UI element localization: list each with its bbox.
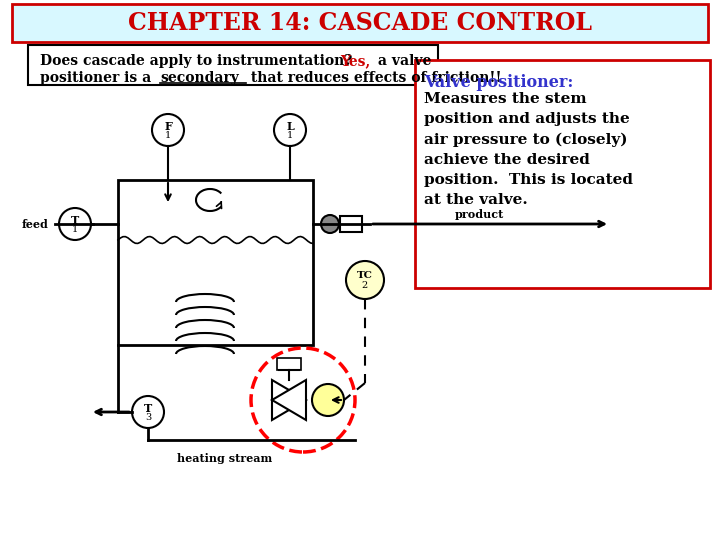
FancyBboxPatch shape	[415, 60, 710, 288]
Text: F: F	[164, 122, 172, 132]
Text: T: T	[71, 215, 79, 226]
FancyBboxPatch shape	[28, 45, 438, 85]
Text: Measures the stem
position and adjusts the
air pressure to (closely)
achieve the: Measures the stem position and adjusts t…	[424, 92, 633, 207]
Circle shape	[274, 114, 306, 146]
Circle shape	[132, 396, 164, 428]
Text: T: T	[144, 403, 152, 415]
Text: a valve: a valve	[373, 54, 431, 68]
Text: heating stream: heating stream	[177, 453, 273, 463]
FancyBboxPatch shape	[12, 4, 708, 42]
Text: product: product	[455, 208, 504, 219]
Text: 3: 3	[145, 414, 151, 422]
Polygon shape	[272, 380, 306, 420]
Text: feed: feed	[22, 219, 49, 230]
Text: CHAPTER 14: CASCADE CONTROL: CHAPTER 14: CASCADE CONTROL	[128, 11, 592, 35]
Text: 1: 1	[287, 132, 293, 140]
Text: that reduces effects of friction!!: that reduces effects of friction!!	[246, 71, 502, 85]
Polygon shape	[272, 380, 306, 420]
Text: Valve positioner:: Valve positioner:	[424, 74, 573, 91]
Text: 1: 1	[72, 226, 78, 234]
Text: positioner is a: positioner is a	[40, 71, 156, 85]
Text: 2: 2	[362, 281, 368, 291]
Text: L: L	[286, 122, 294, 132]
Text: Yes,: Yes,	[340, 54, 370, 68]
Circle shape	[152, 114, 184, 146]
Bar	[277, 358, 301, 370]
Text: TC: TC	[357, 272, 373, 280]
Circle shape	[321, 215, 339, 233]
Bar	[118, 180, 313, 345]
Text: Does cascade apply to instrumentation?: Does cascade apply to instrumentation?	[40, 54, 362, 68]
Bar	[340, 216, 362, 232]
Circle shape	[59, 208, 91, 240]
Circle shape	[312, 384, 344, 416]
Text: secondary: secondary	[160, 71, 239, 85]
Circle shape	[346, 261, 384, 299]
Text: 1: 1	[165, 132, 171, 140]
